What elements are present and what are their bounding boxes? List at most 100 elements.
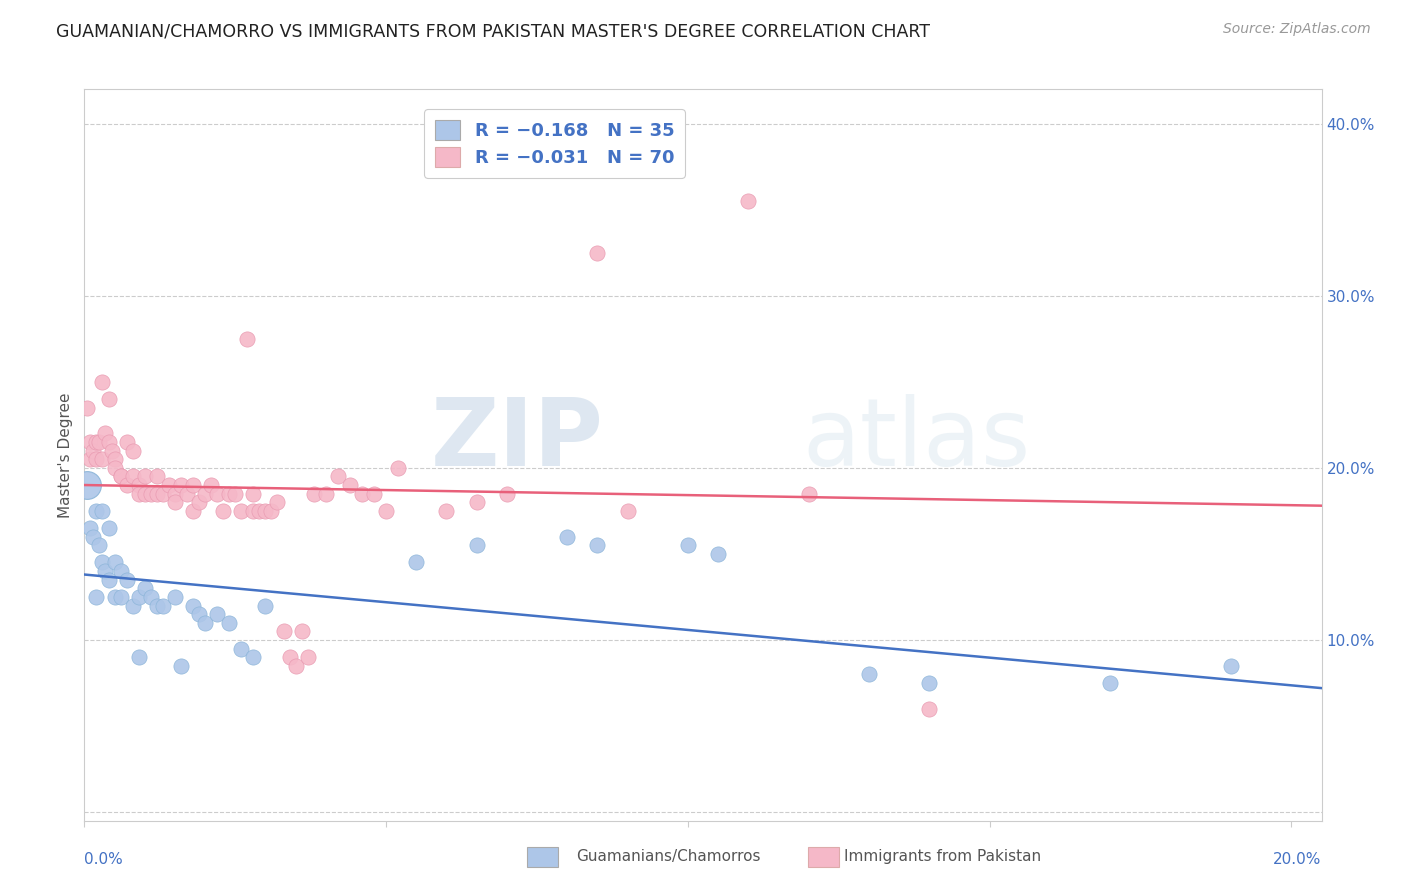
Bar: [527, 847, 558, 867]
Point: [110, 469, 132, 483]
Point: [163, 590, 186, 604]
Text: atlas: atlas: [801, 394, 1031, 486]
Point: [181, 599, 204, 613]
Point: [302, 486, 325, 500]
Point: [146, 599, 169, 613]
Point: [110, 469, 132, 483]
Point: [266, 495, 288, 509]
Point: [218, 615, 240, 630]
Point: [163, 495, 186, 509]
Point: [231, 504, 253, 518]
Point: [363, 486, 385, 500]
Point: [231, 641, 253, 656]
Point: [212, 504, 235, 518]
Point: [616, 504, 638, 518]
Point: [555, 530, 578, 544]
Point: [103, 556, 125, 570]
Point: [157, 478, 180, 492]
Point: [103, 460, 125, 475]
Point: [254, 504, 277, 518]
Point: [436, 504, 458, 518]
Point: [139, 590, 162, 604]
Point: [405, 556, 427, 570]
Point: [103, 590, 125, 604]
Point: [247, 504, 270, 518]
Point: [76, 401, 98, 415]
Point: [82, 530, 104, 544]
Point: [91, 452, 114, 467]
Point: [737, 194, 759, 208]
Point: [326, 469, 349, 483]
Point: [218, 486, 240, 500]
Point: [86, 590, 108, 604]
Point: [676, 538, 699, 552]
Point: [103, 452, 125, 467]
Point: [91, 504, 114, 518]
Point: [586, 245, 609, 260]
Point: [134, 582, 156, 596]
Point: [176, 486, 198, 500]
Point: [128, 590, 150, 604]
Point: [76, 478, 98, 492]
Point: [188, 607, 211, 621]
Point: [858, 667, 880, 681]
Point: [465, 538, 488, 552]
Point: [181, 504, 204, 518]
Point: [387, 460, 409, 475]
Point: [918, 676, 941, 690]
Bar: [808, 847, 839, 867]
Point: [134, 469, 156, 483]
Text: GUAMANIAN/CHAMORRO VS IMMIGRANTS FROM PAKISTAN MASTER'S DEGREE CORRELATION CHART: GUAMANIAN/CHAMORRO VS IMMIGRANTS FROM PA…: [56, 22, 931, 40]
Point: [797, 486, 820, 500]
Point: [97, 392, 120, 406]
Point: [89, 538, 111, 552]
Point: [224, 486, 246, 500]
Point: [79, 452, 101, 467]
Point: [86, 452, 108, 467]
Point: [128, 486, 150, 500]
Point: [242, 504, 264, 518]
Point: [91, 375, 114, 389]
Point: [273, 624, 295, 639]
Point: [242, 650, 264, 665]
Point: [94, 426, 117, 441]
Point: [205, 607, 228, 621]
Text: Immigrants from Pakistan: Immigrants from Pakistan: [844, 849, 1040, 863]
Point: [194, 615, 217, 630]
Point: [79, 435, 101, 450]
Point: [284, 658, 307, 673]
Point: [82, 443, 104, 458]
Point: [97, 573, 120, 587]
Point: [128, 478, 150, 492]
Point: [260, 504, 283, 518]
Y-axis label: Master's Degree: Master's Degree: [58, 392, 73, 517]
Point: [242, 486, 264, 500]
Point: [188, 495, 211, 509]
Point: [495, 486, 517, 500]
Point: [128, 650, 150, 665]
Text: ZIP: ZIP: [432, 394, 605, 486]
Text: 20.0%: 20.0%: [1274, 852, 1322, 867]
Point: [86, 504, 108, 518]
Legend: R = −0.168   N = 35, R = −0.031   N = 70: R = −0.168 N = 35, R = −0.031 N = 70: [425, 109, 685, 178]
Point: [139, 486, 162, 500]
Point: [194, 486, 217, 500]
Point: [297, 650, 319, 665]
Point: [110, 590, 132, 604]
Point: [291, 624, 314, 639]
Point: [100, 443, 122, 458]
Point: [1220, 658, 1243, 673]
Point: [163, 486, 186, 500]
Point: [375, 504, 398, 518]
Point: [315, 486, 337, 500]
Point: [115, 435, 138, 450]
Point: [79, 521, 101, 535]
Point: [707, 547, 730, 561]
Text: Guamanians/Chamorros: Guamanians/Chamorros: [576, 849, 761, 863]
Point: [205, 486, 228, 500]
Point: [146, 469, 169, 483]
Point: [152, 486, 174, 500]
Point: [121, 599, 143, 613]
Point: [97, 435, 120, 450]
Point: [254, 599, 277, 613]
